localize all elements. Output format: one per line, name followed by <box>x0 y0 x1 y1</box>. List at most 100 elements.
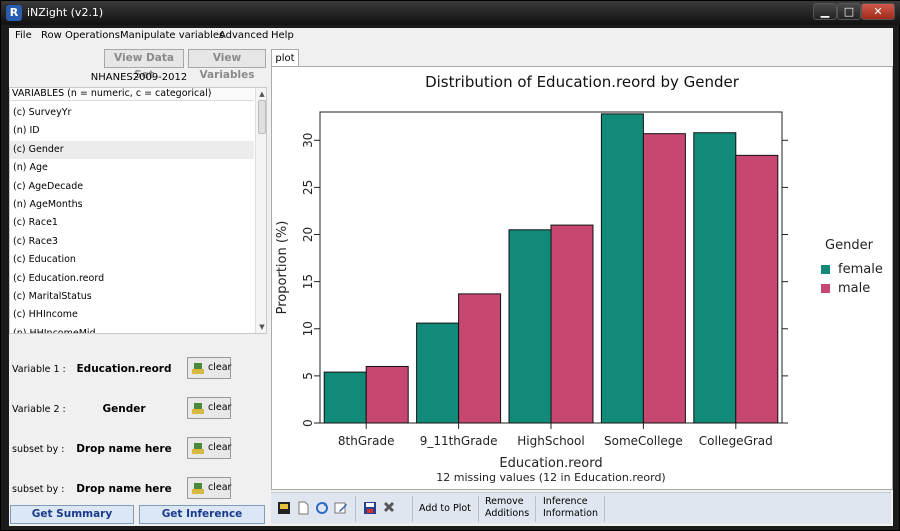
clear-button[interactable]: clear <box>187 357 231 379</box>
variable-item[interactable]: (c) Race1 <box>13 217 58 229</box>
y-tick-label: 10 <box>301 321 315 336</box>
bar-male <box>365 365 409 424</box>
variable-item[interactable]: (c) Education.reord <box>13 272 105 284</box>
scroll-thumb[interactable] <box>258 100 266 134</box>
dataset-name: NHANES2009-2012 <box>90 72 188 83</box>
menu-row-operations[interactable]: Row Operations <box>41 30 120 41</box>
bar-female <box>508 229 552 424</box>
inference-information-line1: Inference <box>543 496 588 507</box>
legend-title: Gender <box>825 238 874 253</box>
y-tick-label: 20 <box>301 227 315 242</box>
variable-item[interactable]: (n) AgeMonths <box>13 198 83 210</box>
missing-values-note: 12 missing values (12 in Education.reord… <box>436 471 665 484</box>
get-inference-button[interactable]: Get Inference <box>139 505 265 524</box>
close-button[interactable]: ✕ <box>861 3 895 20</box>
maximize-button[interactable]: □ <box>837 3 861 20</box>
edit-icon[interactable] <box>334 501 348 515</box>
clear-label: clear <box>208 402 232 413</box>
legend-label-male: male <box>838 281 870 296</box>
get-summary-button[interactable]: Get Summary <box>10 505 134 524</box>
bar-male <box>458 293 502 424</box>
variables-header: VARIABLES (n = numeric, c = categorical) <box>10 88 254 101</box>
bar-female <box>323 371 367 424</box>
toolbar-separator <box>412 496 413 522</box>
new-plot-window-icon[interactable] <box>277 501 291 515</box>
bar-male <box>642 133 686 424</box>
y-tick-label: 30 <box>301 133 315 148</box>
y-axis-label: Proportion (%) <box>275 221 290 315</box>
plot-toolbar: Add to Plot Remove Additions Inference I… <box>271 492 891 524</box>
y-tick-label: 25 <box>301 180 315 195</box>
menu-advanced[interactable]: Advanced <box>219 30 269 41</box>
slot-drop-target[interactable]: Gender <box>102 403 146 415</box>
delete-icon[interactable] <box>382 501 396 515</box>
main-client: View Data Set View Variables NHANES2009-… <box>9 44 893 526</box>
slot-label: subset by : <box>12 484 65 495</box>
y-tick-label: 0 <box>301 419 315 427</box>
x-tick-label: HighSchool <box>517 434 584 448</box>
variable-item[interactable]: (c) Education <box>13 254 76 266</box>
r-logo-icon: R <box>6 5 22 21</box>
variable-item[interactable]: (c) AgeDecade <box>13 180 84 192</box>
variable-item[interactable]: (n) ID <box>13 125 40 137</box>
clear-button[interactable]: clear <box>187 397 231 419</box>
new-document-icon[interactable] <box>296 501 310 515</box>
inference-information-button[interactable]: Inference Information <box>543 496 598 520</box>
clear-label: clear <box>208 362 232 373</box>
clear-button[interactable]: clear <box>187 477 231 499</box>
toolbar-separator <box>604 496 605 522</box>
legend-swatch-male <box>821 284 830 293</box>
slot-label: Variable 2 : <box>12 404 66 415</box>
menu-file[interactable]: File <box>15 30 32 41</box>
x-tick-label: 9_11thGrade <box>420 434 498 448</box>
variables-list: (c) SurveyYr (n) ID (c) Gender (n) Age (c) A… <box>10 104 254 334</box>
legend-swatch-female <box>821 265 830 274</box>
variable-item[interactable]: (n) Age <box>13 162 48 174</box>
clear-button[interactable]: clear <box>187 437 231 459</box>
bar-male <box>735 154 779 424</box>
view-variables-button[interactable]: View Variables <box>188 49 266 81</box>
save-icon[interactable] <box>363 501 377 515</box>
bar-male <box>550 224 594 424</box>
bar-female <box>600 113 644 424</box>
toolbar-separator <box>478 496 479 522</box>
bar-female <box>416 322 460 424</box>
slot-label: subset by : <box>12 444 65 455</box>
view-data-set-button[interactable]: View Data Set <box>104 49 184 81</box>
refresh-icon[interactable] <box>315 501 329 515</box>
x-axis-label: Education.reord <box>499 456 602 471</box>
scroll-down-icon[interactable]: ▼ <box>259 323 265 331</box>
variable-item[interactable]: (c) SurveyYr <box>13 107 72 118</box>
slot-drop-target[interactable]: Drop name here <box>76 483 172 495</box>
plot-area: Distribution of Education.reord by Gende… <box>271 66 893 490</box>
slot-drop-target[interactable]: Drop name here <box>76 443 172 455</box>
tab-plot[interactable]: plot <box>271 49 299 67</box>
broom-icon <box>192 483 204 494</box>
variable-item[interactable]: (c) HHIncome <box>13 309 78 321</box>
variable-item[interactable]: (c) MaritalStatus <box>13 290 92 302</box>
bar-chart: Distribution of Education.reord by Gende… <box>275 73 883 484</box>
x-tick-label: SomeCollege <box>604 434 683 448</box>
slot-label: Variable 1 : <box>12 364 66 375</box>
menu-manipulate-variables[interactable]: Manipulate variables <box>120 30 225 41</box>
menu-help[interactable]: Help <box>271 30 294 41</box>
variable-item[interactable]: (c) Race3 <box>13 235 58 247</box>
broom-icon <box>192 403 204 414</box>
variables-panel: VARIABLES (n = numeric, c = categorical)… <box>9 87 267 334</box>
left-panel: View Data Set View Variables NHANES2009-… <box>9 44 269 526</box>
slot-drop-target[interactable]: Education.reord <box>76 363 172 375</box>
clear-label: clear <box>208 442 232 453</box>
broom-icon <box>192 443 204 454</box>
broom-icon <box>192 363 204 374</box>
scroll-up-icon[interactable]: ▲ <box>259 90 265 98</box>
variable-item[interactable]: (n) HHIncomeMid <box>13 327 96 334</box>
window-title: iNZight (v2.1) <box>27 6 104 19</box>
add-to-plot-button[interactable]: Add to Plot <box>419 503 471 514</box>
minimize-button[interactable]: ▁ <box>813 3 837 20</box>
remove-additions-line2: Additions <box>485 508 530 519</box>
variables-scrollbar[interactable]: ▲ ▼ <box>255 88 266 333</box>
bar-female <box>693 132 737 424</box>
variable-item[interactable]: (c) Gender <box>10 140 254 160</box>
remove-additions-button[interactable]: Remove Additions <box>485 496 529 520</box>
